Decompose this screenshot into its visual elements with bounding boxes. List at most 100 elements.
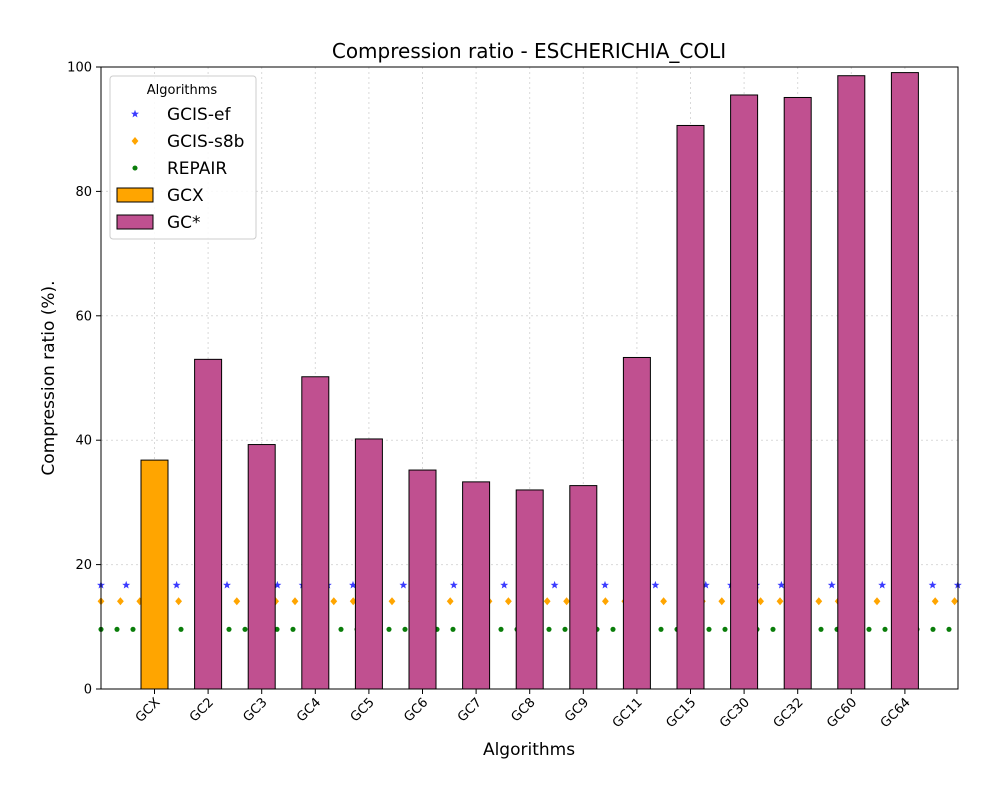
reference-marker bbox=[172, 580, 181, 589]
reference-marker bbox=[446, 597, 454, 606]
reference-marker bbox=[610, 626, 616, 632]
reference-marker bbox=[946, 626, 952, 632]
reference-marker bbox=[500, 580, 509, 589]
reference-marker bbox=[818, 626, 824, 632]
y-tick-label: 60 bbox=[75, 309, 92, 324]
legend-entry-gcis-s8b: GCIS-s8b bbox=[131, 132, 244, 152]
bar-gc11 bbox=[622, 356, 651, 690]
y-axis-label: Compression ratio (%). bbox=[39, 280, 59, 475]
reference-marker bbox=[706, 626, 712, 632]
reference-marker bbox=[223, 580, 231, 589]
reference-marker bbox=[722, 626, 728, 632]
reference-marker bbox=[543, 597, 551, 606]
reference-marker bbox=[815, 597, 823, 606]
x-tick-label: GC9 bbox=[562, 695, 592, 725]
bar-gc4 bbox=[301, 376, 330, 690]
y-tick-label: 40 bbox=[75, 434, 92, 449]
reference-marker bbox=[951, 597, 958, 606]
reference-marker bbox=[450, 626, 456, 632]
bar-gc64 bbox=[890, 72, 919, 690]
reference-marker bbox=[601, 580, 609, 589]
x-tick-label: GC64 bbox=[878, 695, 914, 731]
reference-marker bbox=[330, 597, 338, 606]
legend-entry-gcis-ef: GCIS-ef bbox=[131, 105, 231, 125]
bar-gc3 bbox=[247, 444, 276, 690]
x-tick-label: GC32 bbox=[771, 695, 807, 731]
reference-marker bbox=[550, 580, 559, 589]
x-tick-label: GC2 bbox=[187, 695, 217, 725]
legend-marker bbox=[131, 109, 139, 118]
reference-marker bbox=[930, 626, 936, 632]
x-tick-label: GC8 bbox=[509, 695, 539, 725]
legend-marker bbox=[132, 165, 138, 171]
bars bbox=[140, 72, 919, 690]
reference-marker bbox=[388, 597, 396, 606]
legend-label: GCIS-ef bbox=[167, 105, 231, 125]
reference-marker bbox=[658, 626, 664, 632]
reference-marker bbox=[402, 626, 408, 632]
reference-marker bbox=[130, 626, 136, 632]
bar-gc2 bbox=[194, 358, 223, 690]
bar-gcx bbox=[140, 459, 169, 690]
chart-title: Compression ratio - ESCHERICHIA_COLI bbox=[332, 39, 726, 63]
reference-marker bbox=[273, 580, 282, 589]
reference-marker bbox=[928, 580, 937, 589]
reference-marker bbox=[602, 597, 609, 606]
bar-gc8 bbox=[515, 489, 544, 690]
reference-marker bbox=[290, 626, 296, 632]
legend-swatch bbox=[116, 214, 154, 230]
reference-marker bbox=[931, 597, 939, 606]
reference-marker bbox=[117, 597, 124, 606]
reference-marker bbox=[338, 626, 344, 632]
reference-marker bbox=[878, 580, 887, 589]
x-tick-label: GC15 bbox=[663, 695, 699, 731]
reference-marker bbox=[873, 597, 881, 606]
y-tick-label: 0 bbox=[84, 683, 92, 698]
y-tick-label: 100 bbox=[67, 61, 92, 76]
bar-gc32 bbox=[783, 96, 812, 690]
x-axis-ticks: GCX GC2 GC3 GC4 GC5 GC6 GC7 GC8 GC9 GC11 GC15 GC30 G… bbox=[133, 689, 914, 731]
x-tick-label: GC5 bbox=[348, 695, 378, 725]
legend-label: GCIS-s8b bbox=[167, 132, 244, 152]
legend-title: Algorithms bbox=[147, 83, 218, 98]
reference-marker bbox=[701, 580, 710, 589]
bar-gc7 bbox=[462, 481, 491, 690]
y-axis-ticks: 0 20 40 60 80 100 bbox=[67, 61, 101, 698]
bar-gc15 bbox=[676, 124, 705, 690]
reference-marker bbox=[242, 626, 248, 632]
legend-entry-gcstar: GC* bbox=[116, 213, 201, 233]
x-tick-label: GC7 bbox=[455, 695, 485, 725]
x-tick-label: GC60 bbox=[824, 695, 860, 731]
reference-marker bbox=[349, 580, 357, 589]
reference-marker bbox=[178, 626, 184, 632]
legend-entry-gcx: GCX bbox=[116, 186, 204, 206]
reference-marker bbox=[777, 580, 786, 589]
x-tick-label: GC11 bbox=[610, 695, 646, 731]
reference-marker bbox=[866, 626, 872, 632]
legend: Algorithms GCIS-ef GCIS-s8b REPAIR GCX GC* bbox=[109, 75, 257, 240]
reference-marker bbox=[498, 626, 504, 632]
reference-marker bbox=[505, 597, 512, 606]
bar-gc9 bbox=[569, 485, 598, 690]
reference-marker bbox=[175, 597, 182, 606]
reference-marker bbox=[757, 597, 764, 606]
legend-label: GCX bbox=[167, 186, 204, 206]
legend-label: REPAIR bbox=[167, 159, 227, 179]
legend-marker bbox=[131, 137, 139, 145]
reference-marker bbox=[449, 580, 458, 589]
x-tick-label: GCX bbox=[133, 695, 164, 726]
reference-marker bbox=[291, 597, 299, 606]
bar-gc5 bbox=[354, 438, 383, 690]
y-tick-label: 80 bbox=[75, 185, 92, 200]
legend-entry-repair: REPAIR bbox=[132, 159, 227, 179]
bar-gc6 bbox=[408, 469, 437, 690]
y-tick-label: 20 bbox=[75, 558, 92, 573]
x-tick-label: GC6 bbox=[401, 695, 431, 725]
reference-marker bbox=[827, 580, 836, 589]
reference-marker bbox=[274, 626, 280, 632]
reference-marker bbox=[562, 626, 568, 632]
bar-gc60 bbox=[837, 75, 866, 690]
bar-gc30 bbox=[730, 94, 759, 690]
reference-marker bbox=[546, 626, 552, 632]
